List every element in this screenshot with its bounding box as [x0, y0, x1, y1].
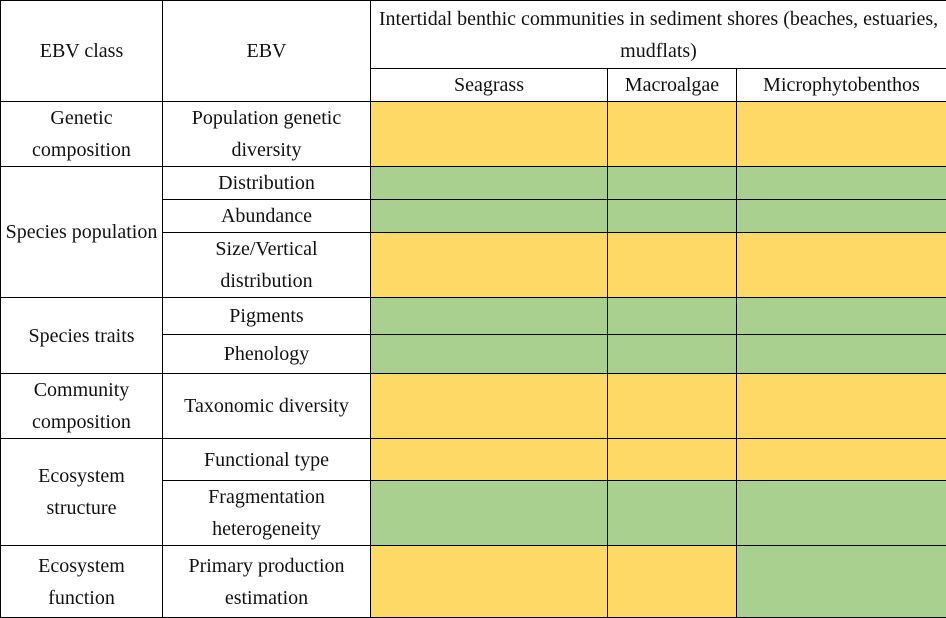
status-cell-microphytobenthos	[737, 233, 946, 298]
ebv-name-cell: Size/Vertical distribution	[163, 233, 371, 298]
status-cell-seagrass	[371, 233, 608, 298]
ebv-class-cell: Ecosystem structure	[1, 439, 163, 546]
ebv-name-cell: Phenology	[163, 335, 371, 374]
ebv-name-cell: Population genetic diversity	[163, 102, 371, 167]
ebv-name-cell: Functional type	[163, 439, 371, 481]
status-cell-macroalgae	[608, 233, 737, 298]
status-cell-seagrass	[371, 102, 608, 167]
status-cell-microphytobenthos	[737, 102, 946, 167]
status-cell-microphytobenthos	[737, 298, 946, 335]
status-cell-macroalgae	[608, 200, 737, 233]
status-cell-microphytobenthos	[737, 200, 946, 233]
status-cell-microphytobenthos	[737, 167, 946, 200]
status-cell-seagrass	[371, 481, 608, 546]
status-cell-macroalgae	[608, 374, 737, 439]
ebv-class-cell: Community composition	[1, 374, 163, 439]
header-row: EBV class EBV Intertidal benthic communi…	[1, 1, 946, 69]
ebv-name-cell: Abundance	[163, 200, 371, 233]
ebv-class-cell: Ecosystem function	[1, 546, 163, 618]
status-cell-macroalgae	[608, 335, 737, 374]
status-cell-seagrass	[371, 335, 608, 374]
status-cell-seagrass	[371, 546, 608, 618]
column-header-seagrass: Seagrass	[371, 69, 608, 102]
status-cell-microphytobenthos	[737, 481, 946, 546]
ebv-name-cell: Primary production estimation	[163, 546, 371, 618]
status-cell-microphytobenthos	[737, 439, 946, 481]
status-cell-macroalgae	[608, 102, 737, 167]
status-cell-microphytobenthos	[737, 335, 946, 374]
status-cell-seagrass	[371, 200, 608, 233]
ebv-name-cell: Pigments	[163, 298, 371, 335]
status-cell-microphytobenthos	[737, 374, 946, 439]
header-habitat: Intertidal benthic communities in sedime…	[371, 1, 946, 69]
ebv-class-cell: Species population	[1, 167, 163, 298]
status-cell-seagrass	[371, 298, 608, 335]
column-header-microphytobenthos: Microphytobenthos	[737, 69, 946, 102]
status-cell-macroalgae	[608, 546, 737, 618]
status-cell-macroalgae	[608, 439, 737, 481]
status-cell-macroalgae	[608, 298, 737, 335]
status-cell-macroalgae	[608, 167, 737, 200]
ebv-name-cell: Distribution	[163, 167, 371, 200]
status-cell-seagrass	[371, 167, 608, 200]
ebv-class-cell: Species traits	[1, 298, 163, 374]
header-ebv-class: EBV class	[1, 1, 163, 102]
status-cell-seagrass	[371, 374, 608, 439]
column-header-macroalgae: Macroalgae	[608, 69, 737, 102]
ebv-name-cell: Fragmentation heterogeneity	[163, 481, 371, 546]
status-cell-macroalgae	[608, 481, 737, 546]
status-cell-seagrass	[371, 439, 608, 481]
header-ebv: EBV	[163, 1, 371, 102]
status-cell-microphytobenthos	[737, 546, 946, 618]
ebv-name-cell: Taxonomic diversity	[163, 374, 371, 439]
ebv-class-cell: Genetic composition	[1, 102, 163, 167]
